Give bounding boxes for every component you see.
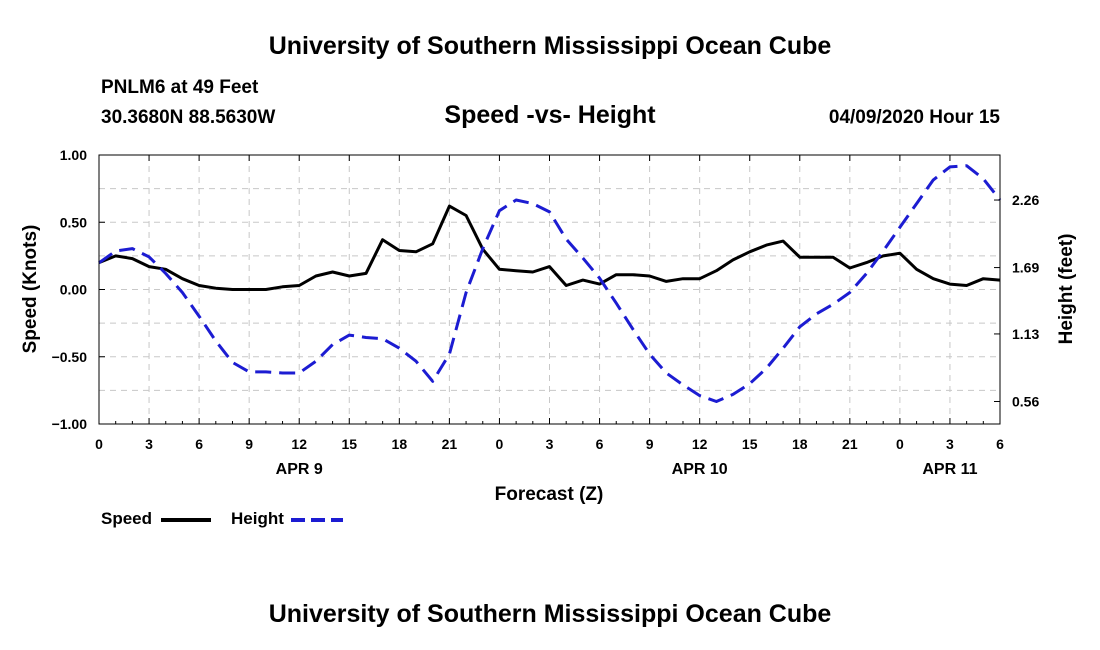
series-line-height	[98, 164, 1002, 403]
x-tick-label: 18	[792, 436, 808, 452]
x-tick-label: 3	[546, 436, 554, 452]
series-line-speed	[98, 204, 1001, 291]
forecast-date: 04/09/2020 Hour 15	[828, 107, 1000, 128]
x-tick-label: 18	[392, 436, 408, 452]
x-tick-label: 21	[442, 436, 458, 452]
y-tick-label: 0.00	[60, 282, 87, 298]
y-tick-label: 1.00	[60, 147, 87, 163]
x-tick-label: 12	[291, 436, 307, 452]
x-day-label: APR 9	[276, 461, 323, 478]
y2-tick-label: 2.26	[1012, 192, 1039, 208]
x-tick-label: 0	[896, 436, 904, 452]
x-tick-label: 9	[646, 436, 654, 452]
x-tick-label: 0	[95, 436, 103, 452]
x-tick-label: 21	[842, 436, 858, 452]
footer-title: University of Southern Mississippi Ocean…	[268, 600, 832, 628]
chart-title: Speed -vs- Height	[444, 101, 656, 129]
y-axis-label-speed: Speed (Knots)	[20, 225, 41, 354]
x-tick-label: 9	[245, 436, 253, 452]
x-tick-label: 15	[742, 436, 758, 452]
station-coordinates: 30.3680N 88.5630W	[101, 107, 276, 128]
y2-tick-label: 0.56	[1012, 393, 1039, 409]
x-tick-label: 12	[692, 436, 708, 452]
y-axis-label-height: Height (feet)	[1056, 234, 1077, 345]
x-tick-label: 3	[145, 436, 153, 452]
y-tick-label: −0.50	[52, 349, 88, 365]
station-label: PNLM6 at 49 Feet	[101, 77, 259, 98]
x-day-label: APR 11	[922, 461, 977, 478]
legend-speed-label: Speed	[101, 509, 153, 528]
x-tick-label: 15	[341, 436, 357, 452]
x-tick-label: 6	[596, 436, 604, 452]
x-tick-label: 3	[946, 436, 954, 452]
y-tick-label: −1.00	[52, 416, 88, 432]
x-tick-label: 0	[496, 436, 504, 452]
page-title: University of Southern Mississippi Ocean…	[268, 32, 832, 60]
x-tick-label: 6	[996, 436, 1004, 452]
x-day-label: APR 10	[672, 461, 728, 478]
y2-tick-label: 1.13	[1012, 326, 1039, 342]
legend-height-label: Height	[231, 509, 284, 528]
x-axis-label: Forecast (Z)	[495, 484, 604, 505]
y-tick-label: 0.50	[60, 214, 87, 230]
y2-tick-label: 1.69	[1012, 260, 1039, 276]
x-tick-label: 6	[195, 436, 203, 452]
